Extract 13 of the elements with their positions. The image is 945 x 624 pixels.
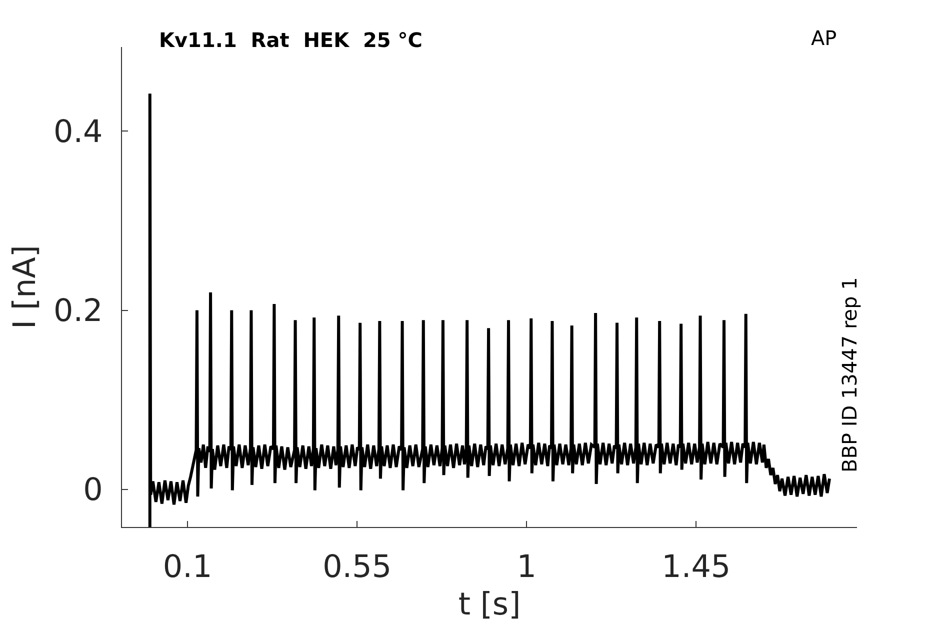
line-series	[148, 92, 831, 527]
chart-title: Kv11.1 Rat HEK 25 °C	[159, 28, 422, 52]
x-tick-label: 0.1	[162, 549, 212, 586]
annotation: AP	[811, 26, 837, 50]
x-tick-label: 1	[516, 549, 536, 586]
y-tick-label: 0	[83, 472, 103, 508]
y-axis-title: I [nA]	[7, 244, 44, 330]
y-tick-label: 0.4	[53, 114, 103, 150]
x-axis-title: t [s]	[458, 586, 521, 622]
x-tick-label: 0.55	[322, 549, 392, 586]
annotation: BBP ID 13447 rep 1	[838, 277, 862, 472]
y-tick-label: 0.2	[53, 293, 103, 330]
x-tick-label: 1.45	[662, 549, 731, 586]
